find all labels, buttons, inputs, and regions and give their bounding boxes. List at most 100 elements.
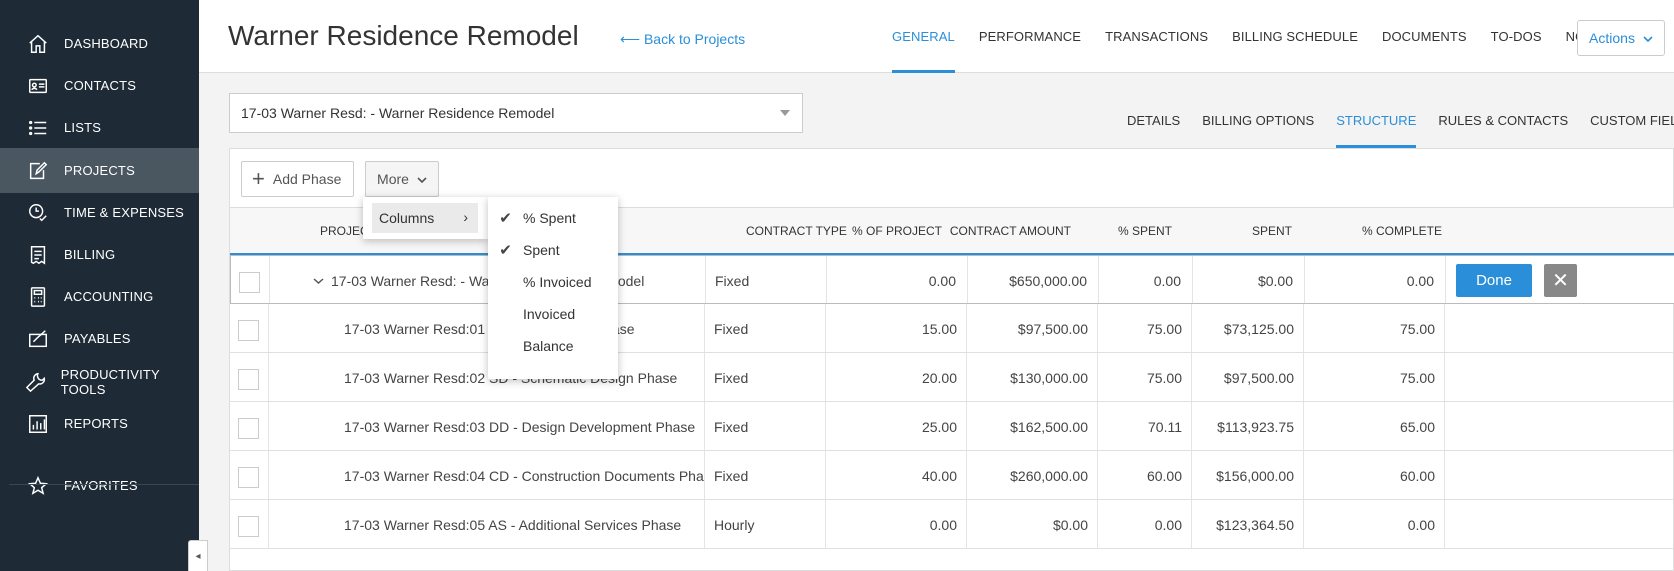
subtab-structure[interactable]: STRUCTURE — [1325, 93, 1427, 148]
subtab-custom-fields[interactable]: CUSTOM FIELDS — [1590, 113, 1674, 128]
column-divider — [825, 353, 826, 401]
sidebar-item-label: Time & Expenses — [64, 205, 185, 220]
column-option-invoiced[interactable]: % Invoiced — [488, 265, 618, 299]
sidebar-divider — [9, 484, 199, 485]
tab-to-dos[interactable]: TO-DOS — [1490, 29, 1542, 44]
column-divider — [1303, 500, 1304, 548]
top-tabs: GENERAL PERFORMANCE TRANSACTIONS BILLING SC… — [880, 0, 1623, 73]
column-divider — [268, 500, 269, 548]
checkmark-icon: ✔ — [499, 242, 512, 259]
sidebar-item-productivity-tools[interactable]: Productivity Tools — [0, 359, 199, 404]
table-row[interactable]: 17-03 Warner Resd: - Warner Residence Re… — [230, 255, 1674, 304]
sidebar-item-dashboard[interactable]: Dashboard — [0, 21, 199, 66]
header-spent[interactable]: SPENT — [1251, 224, 1292, 238]
sidebar-item-label: Dashboard — [64, 36, 149, 51]
chevron-down-icon — [417, 171, 427, 187]
add-phase-button[interactable]: + Add Phase — [241, 161, 354, 197]
more-menu: Columns › — [363, 197, 488, 239]
column-divider — [268, 353, 269, 401]
subtab-rules-contacts[interactable]: RULES & CONTACTS — [1438, 113, 1569, 128]
column-option-label: % Spent — [523, 210, 576, 226]
column-divider — [268, 304, 269, 352]
table-row[interactable]: 17-03 Warner Resd:02 SD - Schematic Desi… — [230, 353, 1674, 402]
sidebar-item-projects[interactable]: Projects — [0, 148, 199, 193]
column-divider — [1191, 304, 1192, 352]
row-contract-type: Fixed — [714, 467, 749, 484]
checkmark-icon: ✔ — [499, 210, 512, 227]
subtab-details[interactable]: DETAILS — [1127, 113, 1181, 128]
column-divider — [1098, 256, 1099, 303]
chart-icon — [0, 413, 64, 435]
column-option-spent[interactable]: ✔ % Spent — [488, 201, 618, 235]
sidebar-item-contacts[interactable]: Contacts — [0, 63, 199, 108]
row-checkbox[interactable] — [238, 467, 259, 488]
row-pct-complete: 60.00 — [1399, 467, 1435, 484]
column-divider — [1444, 500, 1445, 548]
table-row[interactable]: 17-03 Warner Resd:05 AS - Additional Ser… — [230, 500, 1674, 549]
clock-check-icon — [0, 202, 64, 224]
back-to-projects-link[interactable]: ⟵ Back to Projects — [620, 31, 746, 47]
header-contract-amount[interactable]: CONTRACT AMOUNT — [949, 224, 1071, 238]
star-icon — [0, 475, 64, 497]
close-icon[interactable]: ✕ — [1544, 264, 1577, 297]
contact-card-icon — [0, 75, 64, 97]
sidebar-item-payables[interactable]: Payables — [0, 316, 199, 361]
column-option-balance[interactable]: Balance — [488, 329, 618, 363]
sidebar-item-reports[interactable]: Reports — [0, 401, 199, 446]
column-divider — [966, 304, 967, 352]
project-select[interactable]: 17-03 Warner Resd: - Warner Residence Re… — [229, 93, 803, 133]
row-checkbox[interactable] — [238, 320, 259, 341]
column-divider — [704, 500, 705, 548]
tab-performance[interactable]: PERFORMANCE — [978, 29, 1082, 44]
column-divider — [1191, 500, 1192, 548]
column-option-invoiced[interactable]: Invoiced — [488, 297, 618, 331]
column-divider — [966, 451, 967, 499]
receipt-icon — [0, 244, 64, 266]
sidebar-item-accounting[interactable]: Accounting — [0, 274, 199, 319]
chevron-left-icon: ◂ — [195, 550, 201, 562]
sidebar-item-time-expenses[interactable]: Time & Expenses — [0, 190, 199, 235]
header-contract-type[interactable]: CONTRACT TYPE — [746, 224, 847, 238]
sidebar-item-favorites[interactable]: Favorites — [0, 463, 199, 508]
column-divider — [1097, 353, 1098, 401]
row-project-name: 17-03 Warner Resd:04 CD - Construction D… — [344, 467, 704, 484]
table-row[interactable]: 17-03 Warner Resd:04 CD - Construction D… — [230, 451, 1674, 500]
sidebar-item-billing[interactable]: Billing — [0, 232, 199, 277]
column-divider — [1191, 353, 1192, 401]
more-button[interactable]: More — [365, 161, 439, 197]
row-contract-type: Fixed — [715, 272, 750, 289]
chevron-down-icon[interactable] — [313, 256, 324, 305]
column-option-spent[interactable]: ✔ Spent — [488, 233, 618, 267]
sidebar-item-label: Payables — [64, 331, 131, 346]
header-pct-spent[interactable]: % SPENT — [1117, 224, 1172, 238]
sidebar-item-label: Accounting — [64, 289, 154, 304]
row-checkbox[interactable] — [239, 272, 260, 293]
actions-button[interactable]: Actions — [1577, 20, 1665, 56]
sidebar-item-label: Projects — [64, 163, 135, 178]
row-checkbox[interactable] — [238, 516, 259, 537]
column-divider — [1303, 353, 1304, 401]
subtab-billing-options[interactable]: BILLING OPTIONS — [1202, 113, 1315, 128]
column-divider — [826, 256, 827, 303]
row-pct-spent: 60.00 — [1146, 467, 1182, 484]
row-checkbox[interactable] — [238, 369, 259, 390]
header-pct-project[interactable]: % OF PROJECT — [851, 224, 942, 238]
tab-billing-schedule[interactable]: BILLING SCHEDULE — [1232, 29, 1358, 44]
row-checkbox[interactable] — [238, 418, 259, 439]
row-pct-complete: 0.00 — [1406, 272, 1434, 289]
tab-transactions[interactable]: TRANSACTIONS — [1105, 29, 1209, 44]
table-row[interactable]: 17-03 Warner Resd:03 DD - Design Develop… — [230, 402, 1674, 451]
sidebar-item-label: Favorites — [64, 478, 138, 493]
column-divider — [1097, 500, 1098, 548]
header-pct-complete[interactable]: % COMPLETE — [1361, 224, 1442, 238]
columns-menu-item[interactable]: Columns › — [372, 203, 478, 233]
table-row[interactable]: 17-03 Warner Resd:01 PD - Pre-Design Pha… — [230, 304, 1674, 353]
tab-general[interactable]: GENERAL — [880, 0, 967, 73]
column-divider — [1097, 451, 1098, 499]
done-button[interactable]: Done — [1456, 264, 1532, 297]
tab-documents[interactable]: DOCUMENTS — [1381, 29, 1467, 44]
column-divider — [1304, 256, 1305, 303]
collapse-sidebar-button[interactable]: ◂ — [188, 540, 208, 571]
header-project[interactable]: PROJECT — [320, 224, 377, 238]
sidebar-item-lists[interactable]: Lists — [0, 105, 199, 150]
